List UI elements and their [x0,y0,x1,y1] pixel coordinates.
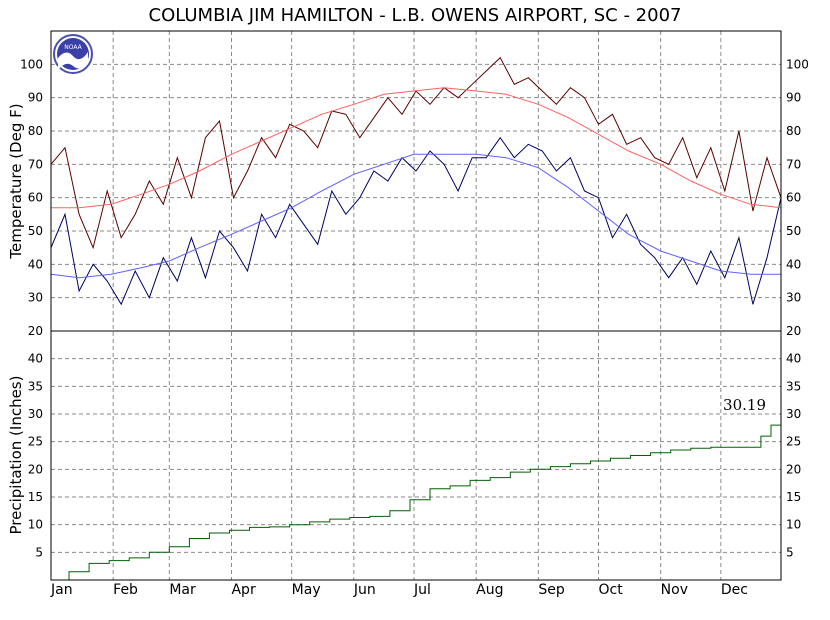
temperature-tick-left: 40 [28,257,43,271]
month-label: Jul [413,582,431,598]
tick-labels: 20 20 30 30 40 40 50 50 60 60 70 70 80 80 90 90 100 100 5 5… [20,57,809,598]
temperature-y-label: Temperature (Deg F) [7,103,25,259]
month-label: Nov [661,582,688,598]
month-label: Jan [50,582,73,598]
precipitation-tick-right: 35 [786,379,801,393]
temperature-tick-right: 100 [786,57,809,71]
precipitation-tick-right: 30 [786,407,801,421]
temperature-tick-right: 50 [786,224,801,238]
grid [51,31,781,580]
month-label: Feb [113,582,138,598]
temperature-tick-right: 60 [786,191,801,205]
precipitation-tick-left: 10 [28,518,43,532]
temperature-tick-left: 60 [28,191,43,205]
month-label: Aug [476,582,503,598]
precipitation-tick-right: 20 [786,462,801,476]
series-cumulative-observed [51,412,782,581]
temperature-tick-left: 80 [28,124,43,138]
temperature-tick-left: 70 [28,157,43,171]
precipitation-tick-right: 25 [786,435,801,449]
precipitation-tick-right: 15 [786,490,801,504]
precipitation-tick-right: 10 [786,518,801,532]
precipitation-tick-left: 15 [28,490,43,504]
temperature-tick-right: 20 [786,324,801,338]
temperature-tick-left: 50 [28,224,43,238]
month-label: Mar [169,582,196,598]
precipitation-total-label: 30.19 [723,396,766,414]
series-normal-min [50,153,781,279]
series-daily-min [50,136,782,306]
temperature-tick-left: 100 [20,57,43,71]
temperature-tick-right: 30 [786,291,801,305]
precipitation-tick-left: 40 [28,352,43,366]
temperature-tick-right: 90 [786,91,801,105]
temperature-tick-left: 30 [28,291,43,305]
series-normal-max [51,87,782,209]
precipitation-tick-left: 20 [28,462,43,476]
series-layer [50,56,782,581]
plot-frame [50,30,782,581]
series-daily-max [50,56,782,250]
month-label: May [292,582,321,598]
precipitation-tick-left: 25 [28,435,43,449]
precipitation-y-label: Precipitation (Inches) [7,376,25,535]
plot-border [50,30,782,581]
precipitation-tick-right: 5 [786,545,794,559]
month-label: Oct [599,582,624,598]
precipitation-tick-left: 30 [28,407,43,421]
month-label: Sep [538,582,565,598]
temperature-tick-right: 80 [786,124,801,138]
temperature-tick-right: 70 [786,157,801,171]
temperature-tick-right: 40 [786,257,801,271]
precipitation-tick-left: 35 [28,379,43,393]
month-label: Jun [353,582,376,598]
temperature-tick-left: 20 [28,324,43,338]
month-label: Apr [231,582,255,598]
chart-title: COLUMBIA JIM HAMILTON - L.B. OWENS AIRPO… [148,5,682,26]
noaa-logo: NOAA [53,34,93,74]
month-label: Dec [721,582,748,598]
temperature-tick-left: 90 [28,91,43,105]
precipitation-tick-left: 5 [35,545,43,559]
precipitation-tick-right: 40 [786,352,801,366]
noaa-logo-text: NOAA [64,44,82,51]
series-cumulative-normal [51,337,782,581]
